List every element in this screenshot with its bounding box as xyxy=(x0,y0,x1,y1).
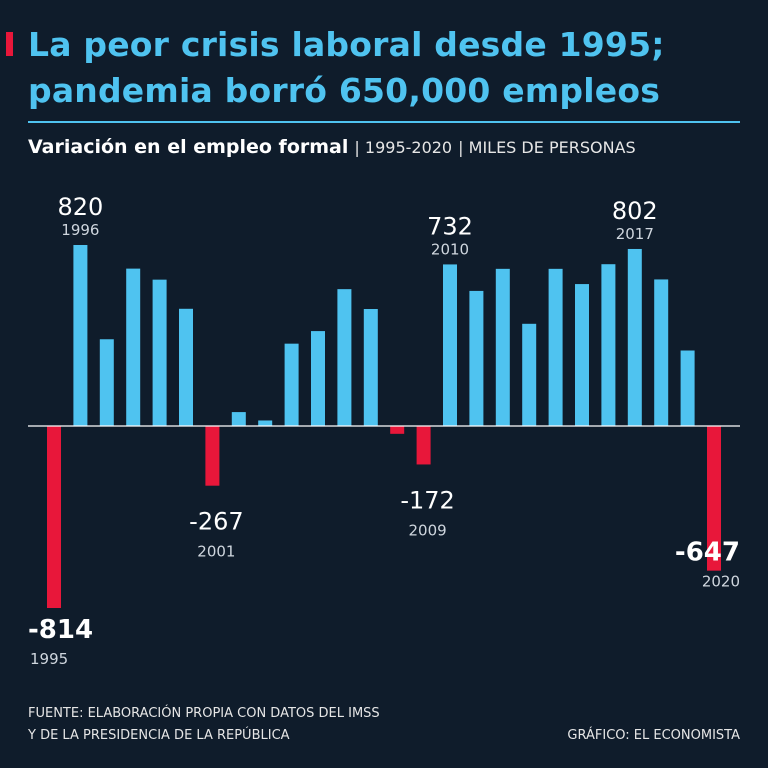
title-line-1: La peor crisis laboral desde 1995; xyxy=(28,25,665,64)
source-line-1: FUENTE: ELABORACIÓN PROPIA CON DATOS DEL… xyxy=(28,706,380,721)
bar-1998 xyxy=(126,268,141,426)
subtitle-period: | 1995-2020 xyxy=(354,138,453,157)
year-label-2010: 2010 xyxy=(431,240,469,258)
source-line-2: Y DE LA PRESIDENCIA DE LA REPÚBLICA xyxy=(28,728,290,743)
year-label-2009: 2009 xyxy=(409,521,447,539)
bar-2003 xyxy=(258,420,273,426)
title-accent-marker xyxy=(6,32,13,56)
title-divider xyxy=(28,121,740,123)
bar-2010 xyxy=(443,264,457,426)
bar-1996 xyxy=(73,245,88,426)
bar-1999 xyxy=(152,279,167,426)
bar-2020 xyxy=(707,426,721,571)
bar-2004 xyxy=(284,343,299,426)
bar-2001 xyxy=(205,426,220,486)
chart-subtitle: Variación en el empleo formal | 1995-202… xyxy=(28,133,636,162)
bar-1995 xyxy=(47,426,61,608)
graphic-credit: GRÁFICO: EL ECONOMISTA xyxy=(567,728,740,743)
value-label-1996: 820 xyxy=(57,193,103,221)
subtitle-units: | MILES DE PERSONAS xyxy=(458,138,636,157)
bar-2006 xyxy=(337,289,352,426)
bar-2018 xyxy=(654,279,669,426)
year-label-2001: 2001 xyxy=(197,543,235,561)
bar-2007 xyxy=(363,309,378,426)
value-label-2010: 732 xyxy=(427,212,473,240)
bar-2000 xyxy=(179,308,193,426)
year-label-1996: 1996 xyxy=(61,221,99,239)
bar-2015 xyxy=(575,284,589,426)
value-label-2017: 802 xyxy=(612,197,658,225)
bar-2014 xyxy=(548,268,563,426)
chart-title: La peor crisis laboral desde 1995; pande… xyxy=(28,22,665,114)
bar-2013 xyxy=(522,323,537,426)
bar-2005 xyxy=(311,331,325,426)
subtitle-main: Variación en el empleo formal xyxy=(28,136,349,158)
year-label-2020: 2020 xyxy=(702,573,740,591)
bar-2017 xyxy=(627,248,642,426)
bar-2016 xyxy=(601,264,616,426)
bar-2012 xyxy=(495,268,510,426)
source-note: FUENTE: ELABORACIÓN PROPIA CON DATOS DEL… xyxy=(28,703,380,747)
value-label-1995: -814 xyxy=(28,615,93,645)
value-label-2001: -267 xyxy=(189,508,243,536)
bar-2008 xyxy=(390,426,405,434)
bar-1997 xyxy=(99,339,114,426)
bar-2002 xyxy=(231,412,246,426)
bar-2019 xyxy=(680,350,695,426)
bar-2009 xyxy=(416,426,431,465)
value-label-2020: -647 xyxy=(675,538,740,568)
bar-2011 xyxy=(469,290,484,426)
title-line-2: pandemia borró 650,000 empleos xyxy=(28,71,661,110)
value-label-2009: -172 xyxy=(400,486,454,514)
year-label-2017: 2017 xyxy=(616,225,654,243)
year-label-1995: 1995 xyxy=(30,650,68,668)
